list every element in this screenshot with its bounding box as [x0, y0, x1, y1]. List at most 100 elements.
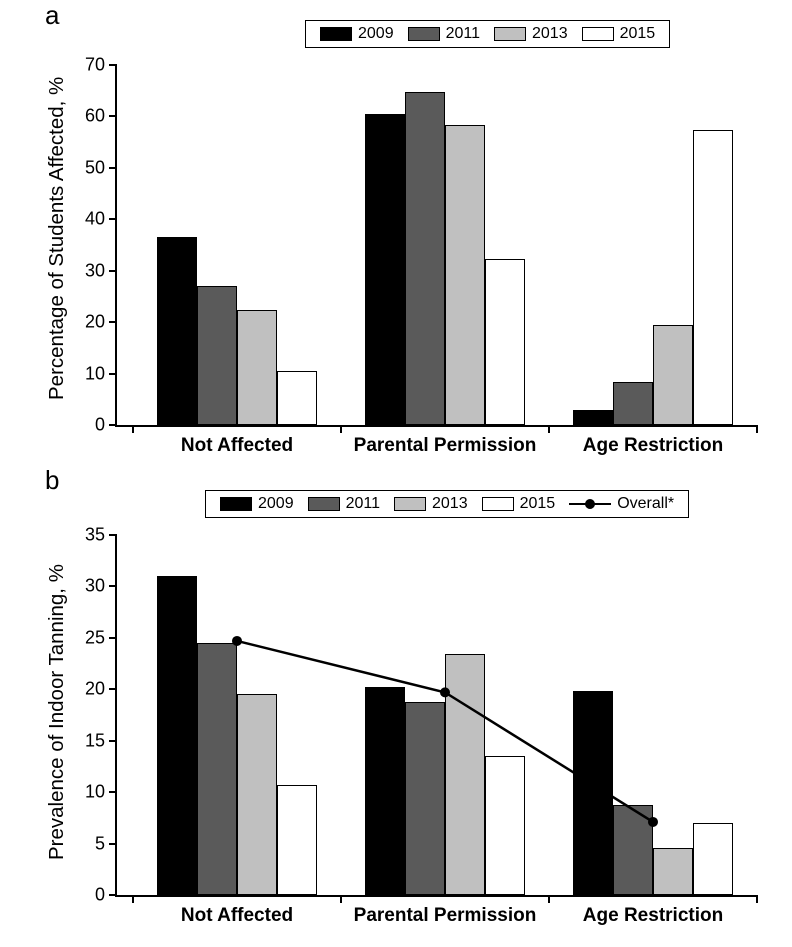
- y-tick: [109, 64, 117, 66]
- x-tick: [340, 425, 342, 433]
- panel-a-legend: 2009 2011 2013 2015: [305, 20, 670, 48]
- bar: [613, 382, 653, 425]
- y-tick-label: 30: [85, 260, 105, 281]
- x-category-label: Age Restriction: [583, 435, 723, 457]
- x-category-label: Parental Permission: [354, 905, 537, 927]
- bar: [197, 286, 237, 425]
- legend-label: 2009: [258, 495, 294, 513]
- legend-swatch: [408, 27, 440, 41]
- legend-item: 2011: [308, 495, 380, 513]
- legend-swatch: [582, 27, 614, 41]
- y-tick: [109, 167, 117, 169]
- bar: [653, 325, 693, 425]
- y-tick: [109, 740, 117, 742]
- bar: [445, 125, 485, 425]
- y-tick: [109, 424, 117, 426]
- x-category-label: Parental Permission: [354, 435, 537, 457]
- bar: [485, 259, 525, 425]
- bar: [613, 805, 653, 896]
- bar: [573, 691, 613, 895]
- legend-swatch: [220, 497, 252, 511]
- bar: [445, 654, 485, 895]
- legend-label: 2013: [532, 25, 568, 43]
- bar: [197, 643, 237, 895]
- y-tick-label: 35: [85, 525, 105, 546]
- bar: [277, 371, 317, 425]
- legend-label: 2011: [446, 25, 480, 43]
- legend-swatch: [320, 27, 352, 41]
- legend-item: 2009: [320, 25, 394, 43]
- y-tick: [109, 373, 117, 375]
- x-tick: [548, 425, 550, 433]
- x-category-label: Not Affected: [181, 435, 293, 457]
- bar: [365, 114, 405, 425]
- panel-a-plot-area: 010203040506070Not AffectedParental Perm…: [115, 65, 757, 427]
- x-category-label: Not Affected: [181, 905, 293, 927]
- y-tick: [109, 688, 117, 690]
- bar: [277, 785, 317, 895]
- legend-swatch: [482, 497, 514, 511]
- y-tick-label: 25: [85, 627, 105, 648]
- bar: [157, 237, 197, 425]
- legend-item: 2011: [408, 25, 480, 43]
- y-tick-label: 0: [95, 885, 105, 906]
- x-tick: [132, 895, 134, 903]
- legend-swatch: [494, 27, 526, 41]
- y-tick-label: 70: [85, 55, 105, 76]
- y-tick-label: 60: [85, 106, 105, 127]
- y-tick: [109, 115, 117, 117]
- bar: [237, 694, 277, 895]
- panel-b-legend: 2009 2011 2013 2015 Overall*: [205, 490, 689, 518]
- bar: [693, 130, 733, 425]
- panel-b-plot-area: 05101520253035Not AffectedParental Permi…: [115, 535, 757, 897]
- y-tick: [109, 894, 117, 896]
- y-tick-label: 30: [85, 576, 105, 597]
- legend-swatch: [394, 497, 426, 511]
- y-tick-label: 10: [85, 363, 105, 384]
- bar: [485, 756, 525, 895]
- y-tick: [109, 637, 117, 639]
- panel-a-ylabel: Percentage of Students Affected, %: [45, 77, 69, 400]
- bar: [573, 410, 613, 425]
- x-tick: [132, 425, 134, 433]
- legend-label: 2009: [358, 25, 394, 43]
- bar: [693, 823, 733, 895]
- panel-a-label: a: [45, 0, 59, 31]
- legend-item: 2013: [394, 495, 468, 513]
- legend-label: 2011: [346, 495, 380, 513]
- y-tick-label: 15: [85, 730, 105, 751]
- legend-item: 2015: [582, 25, 656, 43]
- y-tick: [109, 270, 117, 272]
- legend-line-swatch: [569, 497, 611, 511]
- panel-b-label: b: [45, 465, 59, 496]
- y-tick: [109, 791, 117, 793]
- legend-label: 2013: [432, 495, 468, 513]
- bar: [157, 576, 197, 895]
- y-tick-label: 10: [85, 782, 105, 803]
- bar: [237, 310, 277, 425]
- y-tick-label: 0: [95, 415, 105, 436]
- y-tick: [109, 585, 117, 587]
- y-tick-label: 5: [95, 833, 105, 854]
- y-tick-label: 20: [85, 312, 105, 333]
- x-tick: [548, 895, 550, 903]
- bar: [405, 702, 445, 895]
- x-tick: [756, 895, 758, 903]
- y-tick-label: 20: [85, 679, 105, 700]
- legend-label: 2015: [620, 25, 656, 43]
- x-tick: [756, 425, 758, 433]
- x-tick: [340, 895, 342, 903]
- legend-item: 2013: [494, 25, 568, 43]
- figure: a Percentage of Students Affected, % 010…: [0, 0, 792, 947]
- panel-b-ylabel: Prevalence of Indoor Tanning, %: [45, 564, 69, 860]
- bar: [365, 687, 405, 895]
- y-tick: [109, 843, 117, 845]
- legend-label: Overall*: [617, 495, 674, 513]
- legend-item-overall: Overall*: [569, 495, 674, 513]
- legend-item: 2015: [482, 495, 556, 513]
- x-category-label: Age Restriction: [583, 905, 723, 927]
- y-tick: [109, 534, 117, 536]
- y-tick-label: 40: [85, 209, 105, 230]
- legend-item: 2009: [220, 495, 294, 513]
- y-tick-label: 50: [85, 157, 105, 178]
